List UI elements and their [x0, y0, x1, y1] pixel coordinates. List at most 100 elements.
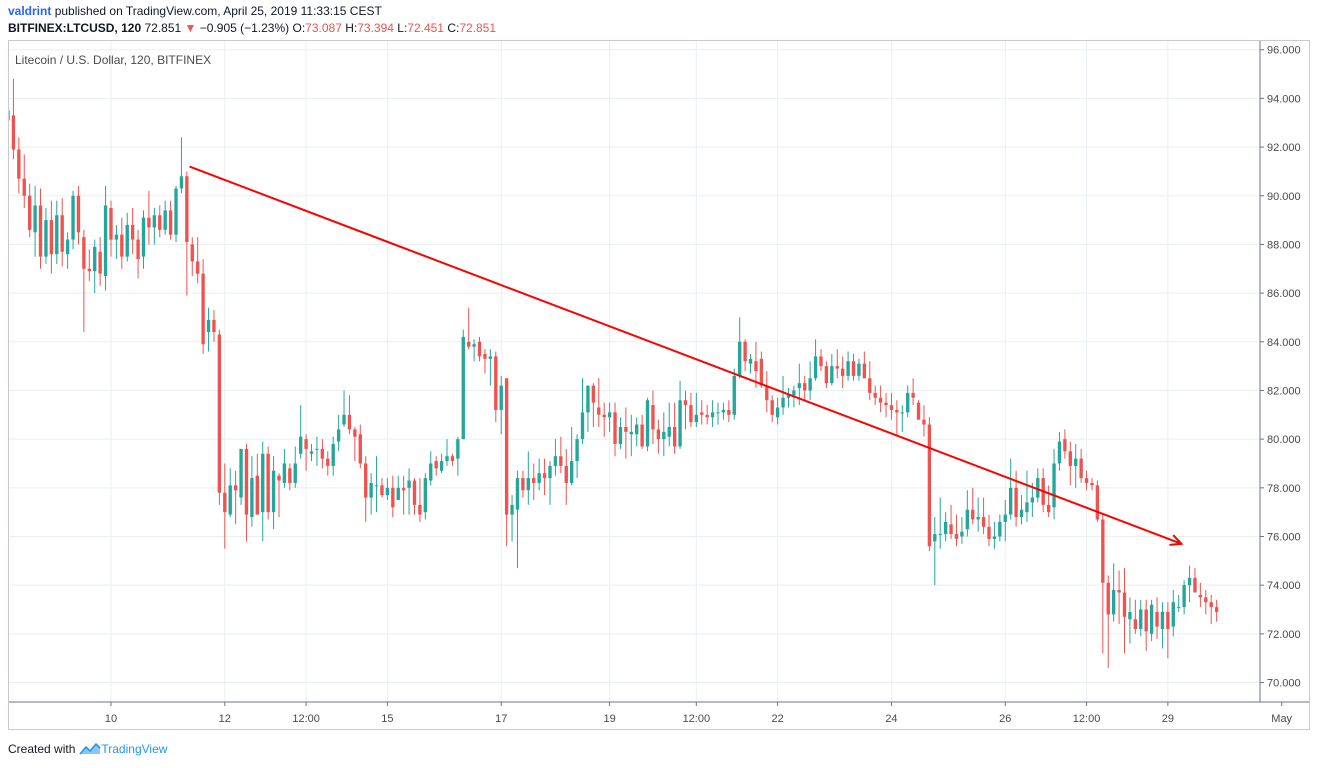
candle: [906, 385, 910, 418]
candle: [499, 375, 503, 435]
candle-body: [1068, 451, 1072, 466]
candle: [624, 407, 628, 459]
candle-body: [1214, 607, 1219, 612]
candle: [960, 517, 964, 544]
candle: [559, 436, 563, 474]
candle: [217, 329, 222, 505]
candle-body: [981, 517, 986, 527]
candle: [1009, 458, 1013, 520]
candle: [407, 468, 411, 515]
candle-body: [943, 521, 948, 535]
candle-body: [1193, 577, 1197, 593]
time-tick-label: 12:00: [1073, 713, 1101, 725]
candle-body: [721, 409, 726, 413]
candle: [927, 417, 932, 552]
candle: [347, 395, 352, 435]
candle: [76, 186, 81, 245]
candle-body: [672, 426, 677, 447]
candle: [320, 439, 325, 469]
candle: [916, 400, 921, 420]
candlestick-chart[interactable]: 96.000 94.000 92.000 90.000 88.000 86.000 84.0…: [6, 40, 1310, 730]
candle: [179, 137, 184, 194]
candle: [71, 190, 75, 250]
candle: [618, 417, 623, 449]
candle-body: [987, 526, 991, 539]
candle: [429, 451, 433, 486]
candle-body: [640, 424, 644, 447]
candle: [228, 468, 232, 518]
candle: [49, 200, 54, 274]
candle-body: [813, 356, 818, 379]
candle-body: [380, 485, 384, 496]
candle-body: [179, 176, 184, 189]
candle: [1193, 568, 1197, 593]
author-name[interactable]: valdrint: [8, 4, 52, 18]
candle-body: [87, 268, 91, 272]
candle-body: [499, 385, 503, 410]
price-tick-label: 70.000: [1267, 678, 1301, 690]
time-tick-label: 15: [381, 713, 393, 725]
candle: [44, 207, 48, 264]
candle: [716, 402, 720, 425]
candle-body: [878, 397, 883, 403]
candle: [1046, 485, 1051, 518]
candle: [483, 349, 487, 374]
candle: [672, 402, 677, 454]
candle-body: [120, 234, 124, 257]
chart-area[interactable]: 96.000 94.000 92.000 90.000 88.000 86.000 84.0…: [6, 40, 1310, 730]
candle-body: [569, 461, 574, 483]
trendline[interactable]: [189, 165, 1184, 546]
candle-body: [1046, 504, 1051, 513]
candle: [846, 351, 850, 381]
price-tick-label: 86.000: [1267, 288, 1301, 300]
candle-body: [304, 439, 308, 449]
candle-body: [38, 205, 43, 257]
candle: [580, 378, 585, 445]
candle-body: [1052, 463, 1056, 508]
candle-body: [288, 468, 292, 483]
candle: [130, 207, 135, 255]
candle-body: [271, 470, 276, 513]
candle-body: [1036, 478, 1040, 498]
time-axis[interactable]: 10 12 12:00 15 17 19 12:00 22 24 26 12:00 29 May: [105, 702, 1293, 725]
time-tick-label: 22: [772, 713, 784, 725]
candle: [1036, 468, 1040, 503]
tradingview-brand[interactable]: TradingView: [79, 742, 167, 756]
candle-body: [190, 244, 194, 262]
candle: [922, 405, 926, 437]
candle-body: [445, 456, 449, 462]
candle: [1057, 431, 1062, 471]
candle: [1084, 470, 1089, 491]
candle: [754, 341, 758, 389]
candle: [60, 198, 64, 267]
candle-body: [597, 407, 601, 415]
candle: [1139, 599, 1143, 637]
candle-body: [716, 412, 720, 414]
candle: [689, 392, 693, 427]
candle: [196, 237, 200, 284]
candle: [331, 436, 335, 476]
candle: [607, 402, 612, 432]
candle-body: [662, 431, 666, 440]
price-tick-label: 74.000: [1267, 580, 1301, 592]
candle: [656, 419, 661, 454]
candle-body: [125, 224, 129, 257]
candle-body: [727, 409, 731, 415]
candle: [1079, 448, 1083, 483]
published-text: published on TradingView.com, April 25, …: [54, 4, 382, 18]
time-tick-label: 12:00: [683, 713, 711, 725]
candle: [700, 400, 704, 425]
candle: [467, 307, 471, 350]
price-axis[interactable]: 96.000 94.000 92.000 90.000 88.000 86.000 84.0…: [1260, 45, 1301, 690]
price-tick-label: 80.000: [1267, 434, 1301, 446]
candle: [1198, 582, 1203, 608]
candle-body: [141, 217, 146, 257]
candle: [22, 154, 26, 208]
candle: [1068, 441, 1072, 486]
candle-body: [206, 319, 211, 333]
candle-body: [93, 246, 97, 272]
candle: [201, 259, 205, 354]
high-value: 73.394: [357, 21, 394, 35]
candle: [1144, 599, 1148, 651]
candle-body: [559, 456, 563, 466]
